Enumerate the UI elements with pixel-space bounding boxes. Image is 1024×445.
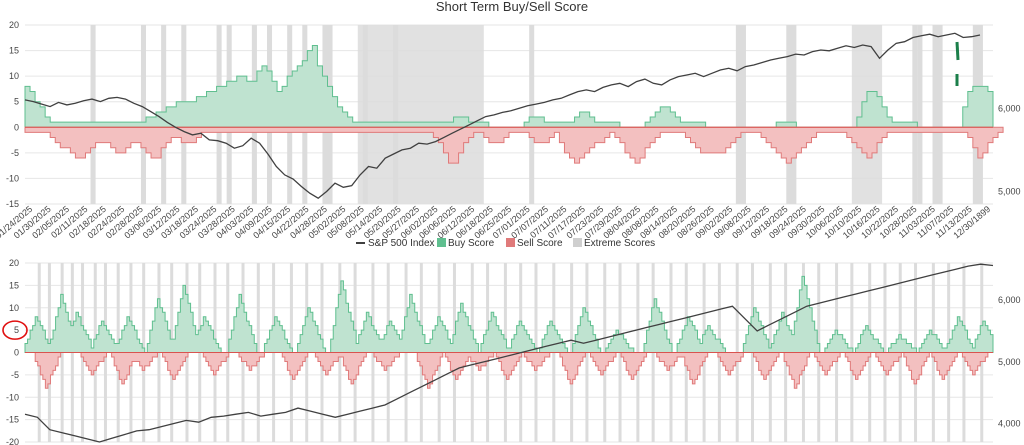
y-tick-label: 20 (9, 20, 19, 30)
y-tick-label: -5 (11, 370, 19, 380)
buy-score-area (24, 275, 994, 353)
y-tick-label: 5 (14, 325, 19, 335)
top-chart: 20151050-5-10-156,0005,00001/24/202501/3… (0, 20, 1021, 240)
sp500-index-line (24, 32, 981, 199)
extreme-band (357, 25, 484, 204)
y-tick-label: -10 (6, 173, 19, 183)
legend-swatch (506, 238, 515, 247)
y-tick-label: 10 (9, 303, 19, 313)
y-tick-label: 15 (9, 46, 19, 56)
y2-tick-label: 6,000 (998, 103, 1021, 113)
y-tick-label: -10 (6, 392, 19, 402)
extreme-band (90, 25, 96, 204)
extreme-band (932, 25, 943, 204)
legend-label: Extreme Scores (584, 238, 655, 249)
legend-label: Sell Score (517, 238, 563, 249)
legend: S&P 500 Index Buy Score Sell Score Extreme … (356, 238, 655, 249)
buy-marker (955, 41, 960, 61)
y-tick-label: 20 (9, 258, 19, 268)
y-tick-label: 10 (9, 71, 19, 81)
y-tick-label: 0 (14, 122, 19, 132)
y-tick-label: -20 (6, 437, 19, 445)
extreme-band (912, 25, 918, 204)
extreme-band (529, 25, 535, 204)
legend-swatch (573, 238, 582, 247)
y2-tick-label: 5,000 (998, 357, 1021, 367)
y-tick-label: 0 (14, 348, 19, 358)
extreme-band (140, 25, 146, 204)
sp500-index-line (24, 263, 994, 443)
y-tick-label: 5 (14, 97, 19, 107)
extreme-band (735, 25, 746, 204)
annotation-circle (2, 320, 28, 340)
extreme-band (786, 25, 797, 204)
buy-score-area (24, 44, 994, 128)
legend-label: Buy Score (448, 238, 495, 249)
y2-tick-label: 6,000 (998, 295, 1021, 305)
y-tick-label: 15 (9, 280, 19, 290)
y-tick-label: -5 (11, 148, 19, 158)
annotation-ring (2, 320, 28, 340)
y2-tick-label: 5,000 (998, 187, 1021, 197)
y-tick-label: -15 (6, 415, 19, 425)
y-tick-label: -15 (6, 199, 19, 209)
sell-score-area (24, 126, 1004, 164)
chart-title: Short Term Buy/Sell Score (436, 0, 588, 14)
extreme-band (917, 25, 923, 204)
legend-swatch (437, 238, 446, 247)
bottom-chart: 20 15 10 5 0 -5 -10 -15 -20 6,000 5,000 4,000 (6, 258, 1021, 445)
y2-tick-label: 4,000 (998, 418, 1021, 428)
legend-label: S&P 500 Index (368, 238, 435, 249)
